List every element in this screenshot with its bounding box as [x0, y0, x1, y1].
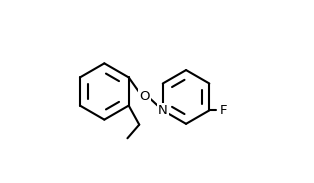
- Text: N: N: [158, 104, 168, 117]
- Text: O: O: [139, 89, 150, 102]
- Text: F: F: [219, 104, 227, 117]
